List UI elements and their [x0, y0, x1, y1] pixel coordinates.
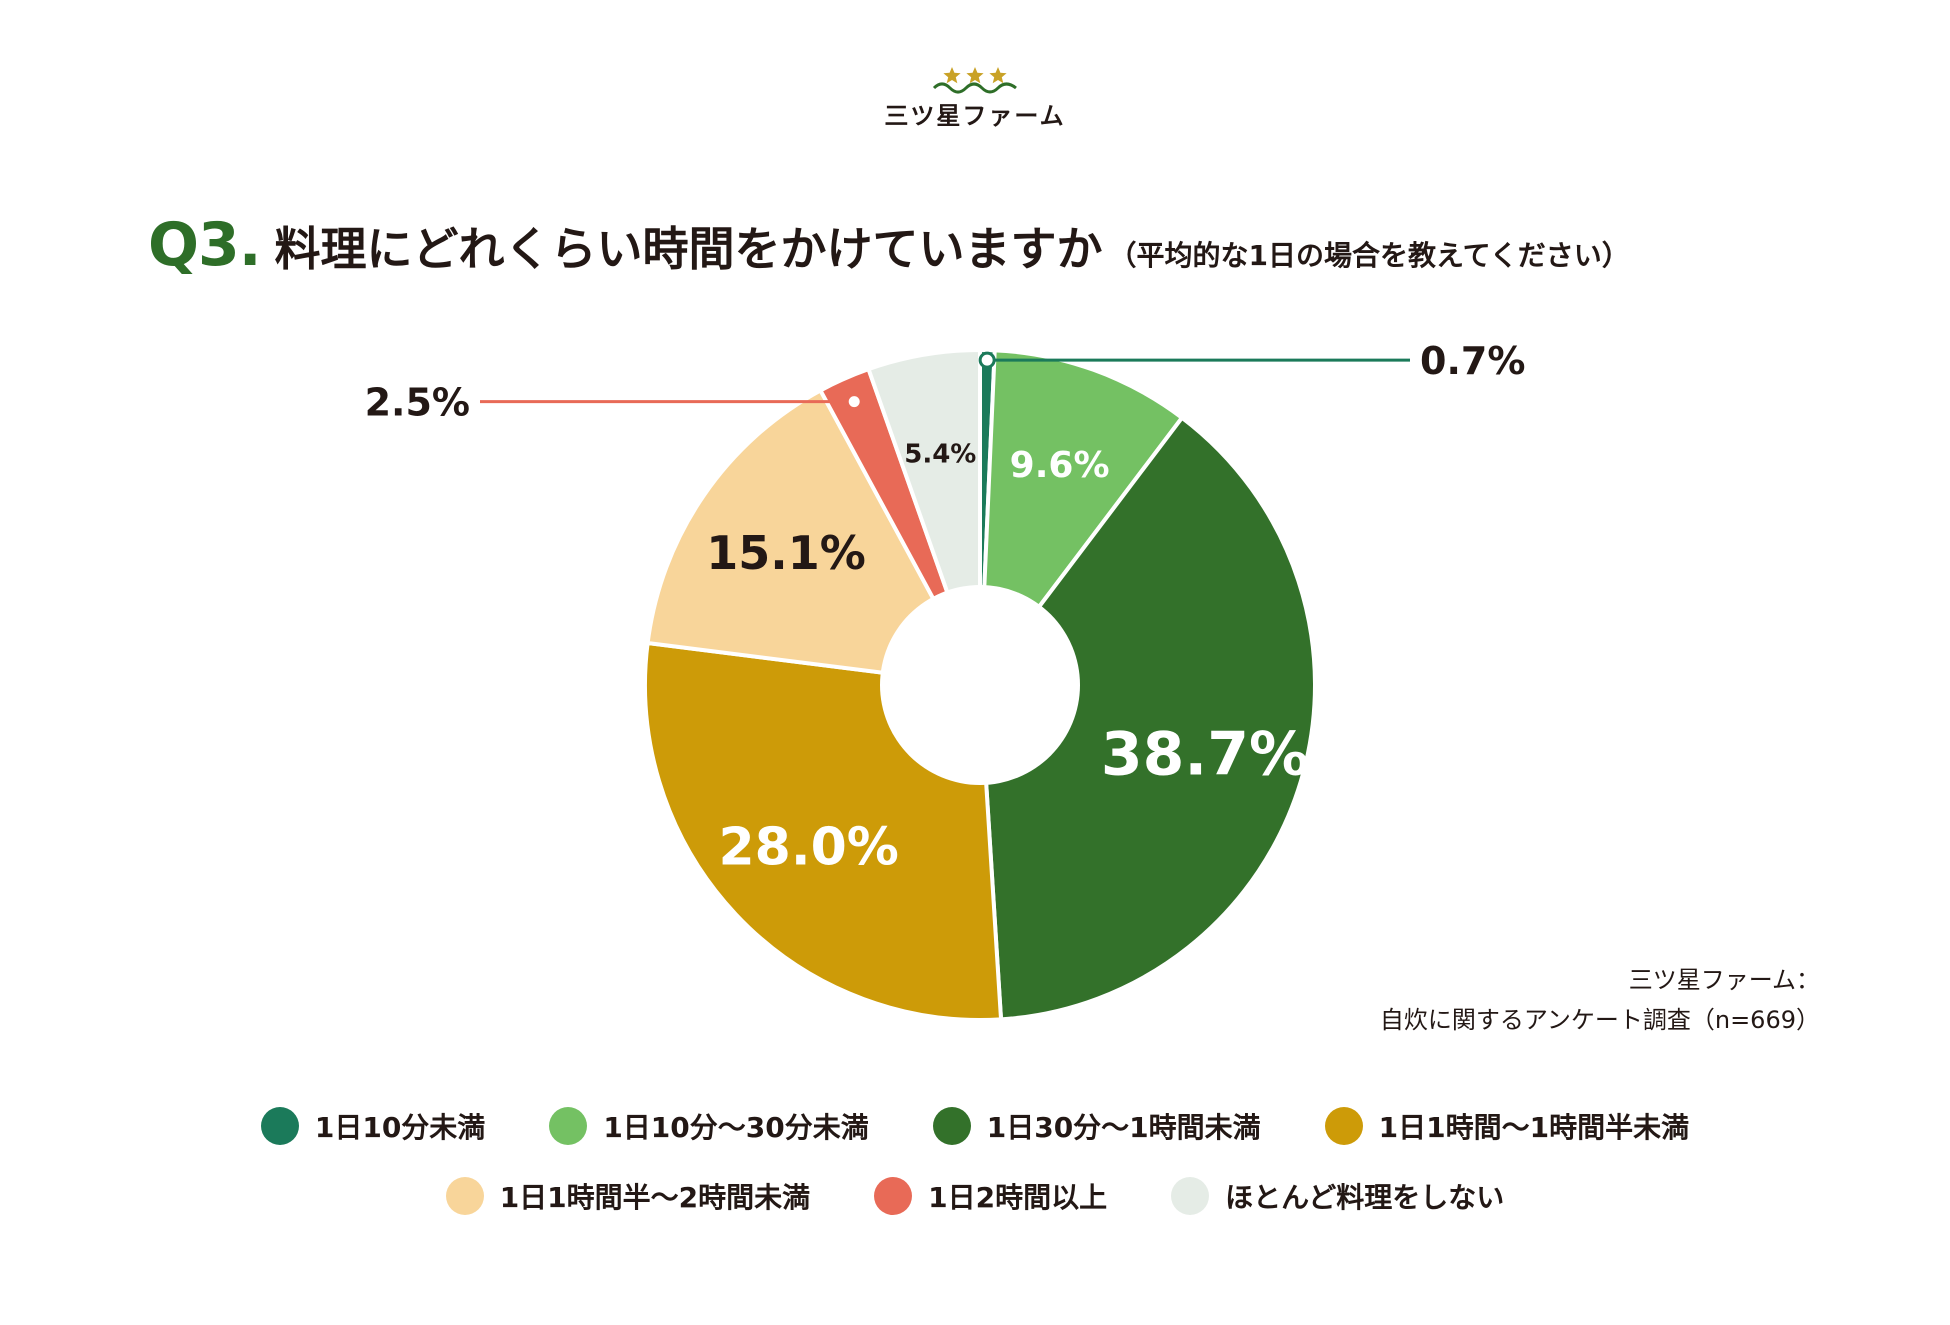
- legend-item-6: 1日2時間以上: [874, 1176, 1107, 1216]
- legend-label: 1日30分〜1時間未満: [986, 1111, 1261, 1144]
- legend-swatch-icon: [1324, 1107, 1363, 1145]
- data-label-1: 0.7%: [1420, 339, 1525, 383]
- slice-5: [645, 387, 984, 688]
- legend-item-5: 1日1時間半〜2時間未満: [445, 1176, 811, 1216]
- question-note: （平均的な1日の場合を教えてください）: [1108, 239, 1630, 272]
- logo: 三ツ星ファーム: [0, 64, 1950, 131]
- chart-title: Q3. 料理にどれくらい時間をかけていますか （平均的な1日の場合を教えてください）: [148, 210, 1630, 280]
- question-number: Q3.: [148, 210, 262, 280]
- logo-text: 三ツ星ファーム: [884, 102, 1066, 130]
- legend-label: 1日2時間以上: [928, 1181, 1108, 1214]
- legend-swatch-icon: [874, 1177, 913, 1215]
- legend-item-2: 1日10分〜30分未満: [549, 1106, 869, 1146]
- slice-3: [977, 414, 1317, 1022]
- legend-label: ほとんど料理をしない: [1225, 1181, 1505, 1214]
- legend-item-1: 1日10分未満: [260, 1106, 486, 1146]
- source-line-1: 三ツ星ファーム：: [1628, 966, 1820, 994]
- legend-swatch-icon: [1171, 1177, 1210, 1215]
- donut-hole: [880, 585, 1080, 785]
- legend-swatch-icon: [445, 1177, 484, 1215]
- data-label-3: 38.7%: [1101, 719, 1309, 789]
- data-label-4: 28.0%: [718, 818, 898, 878]
- data-label-2: 9.6%: [1010, 445, 1110, 486]
- legend-row-2: 1日1時間半〜2時間未満 1日2時間以上 ほとんど料理をしない: [0, 1176, 1950, 1216]
- callout-dot-1: [978, 351, 996, 369]
- data-label-6: 2.5%: [365, 381, 470, 425]
- logo-stars-icon: [932, 67, 1017, 94]
- callout-dot-6: [845, 393, 863, 411]
- legend-label: 1日10分未満: [314, 1111, 486, 1144]
- logo-star-3: [989, 67, 1007, 84]
- legend-swatch-icon: [549, 1107, 588, 1145]
- legend-label: 1日10分〜30分未満: [603, 1111, 869, 1144]
- legend-row-1: 1日10分未満 1日10分〜30分未満 1日30分〜1時間未満 1日1時間〜1時間半未…: [0, 1106, 1950, 1146]
- data-label-5: 15.1%: [706, 526, 866, 580]
- legend-item-4: 1日1時間〜1時間半未満: [1324, 1106, 1690, 1146]
- data-label-7: 5.4%: [904, 440, 976, 470]
- legend-swatch-icon: [260, 1107, 299, 1145]
- question-text: 料理にどれくらい時間をかけていますか: [274, 222, 1103, 276]
- legend-label: 1日1時間半〜2時間未満: [499, 1181, 811, 1214]
- legend-swatch-icon: [932, 1107, 971, 1145]
- legend-label: 1日1時間〜1時間半未満: [1378, 1111, 1690, 1144]
- source-note: 三ツ星ファーム： 自炊に関するアンケート調査（n=669）: [1380, 960, 1820, 1040]
- source-line-2: 自炊に関するアンケート調査（n=669）: [1379, 1006, 1820, 1034]
- logo-star-1: [943, 67, 961, 84]
- legend-item-7: ほとんど料理をしない: [1171, 1176, 1504, 1216]
- logo-star-2: [966, 67, 984, 84]
- legend-item-3: 1日30分〜1時間未満: [932, 1106, 1261, 1146]
